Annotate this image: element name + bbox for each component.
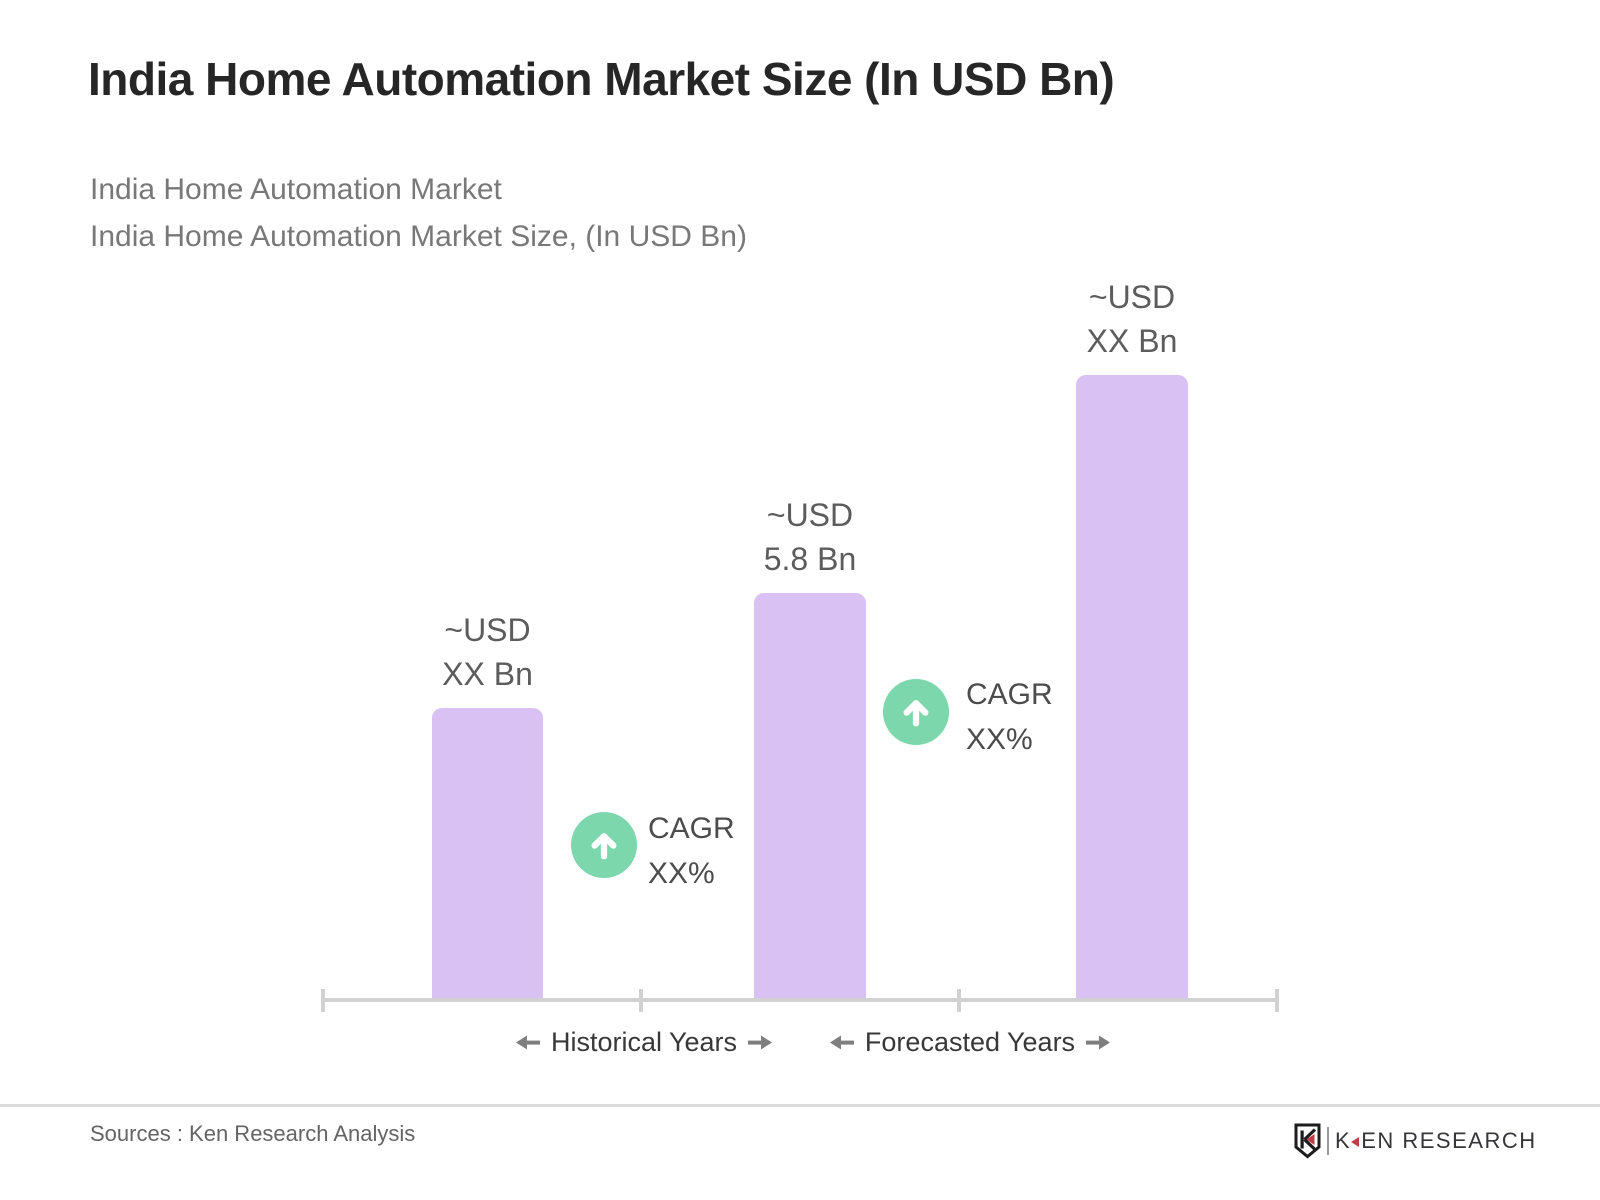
cagr-label: CAGR XX% — [966, 672, 1053, 762]
right-arrow-icon — [748, 1035, 773, 1049]
right-arrow-icon — [1086, 1035, 1111, 1049]
bar-historical-1 — [432, 708, 543, 1000]
cagr-line1: CAGR — [966, 678, 1053, 711]
bar-value-label: ~USD 5.8 Bn — [724, 493, 896, 581]
bar-forecast — [1076, 375, 1188, 1000]
subtitle-line-2: India Home Automation Market Size, (In U… — [90, 220, 747, 253]
left-arrow-icon — [829, 1035, 854, 1049]
up-arrow-icon — [903, 700, 929, 727]
chart-subtitle: India Home Automation Market India Home … — [90, 166, 747, 260]
cagr-line2: XX% — [966, 723, 1033, 756]
source-note: Sources : Ken Research Analysis — [90, 1121, 416, 1146]
cagr-line2: XX% — [648, 857, 715, 890]
x-axis-tick — [957, 989, 961, 1012]
bar-value-label: ~USD XX Bn — [1046, 275, 1218, 363]
x-axis-tick — [1275, 989, 1279, 1012]
x-axis-line — [321, 998, 1279, 1002]
page-title: India Home Automation Market Size (In US… — [88, 53, 1115, 105]
bar-historical-2 — [754, 593, 866, 1000]
bar-value-label: ~USD XX Bn — [402, 608, 573, 696]
bar-value-line1: ~USD — [766, 497, 854, 533]
logo-rest: EN RESEARCH — [1361, 1128, 1537, 1153]
up-arrow-icon — [591, 833, 617, 860]
logo-red-triangle-icon — [1351, 1137, 1360, 1147]
ken-research-logo: K EN RESEARCH — [1294, 1120, 1537, 1162]
logo-separator — [1327, 1127, 1329, 1155]
bar-value-line2: XX Bn — [1086, 323, 1178, 359]
logo-wordmark: K EN RESEARCH — [1335, 1128, 1537, 1154]
cagr-badge — [571, 812, 637, 878]
cagr-line1: CAGR — [648, 812, 735, 845]
cagr-badge — [883, 679, 949, 745]
ken-shield-icon — [1294, 1123, 1321, 1159]
subtitle-line-1: India Home Automation Market — [90, 173, 502, 206]
x-axis-tick — [321, 989, 325, 1012]
axis-group-label: Forecasted Years — [864, 1026, 1076, 1057]
bar-value-line2: XX Bn — [442, 656, 533, 692]
bar-value-line1: ~USD — [444, 612, 531, 648]
cagr-label: CAGR XX% — [648, 806, 735, 896]
left-arrow-icon — [515, 1035, 540, 1049]
axis-group-forecasted: Forecasted Years — [800, 1022, 1140, 1062]
x-axis-tick — [639, 989, 643, 1012]
logo-letter-k: K — [1335, 1128, 1352, 1153]
bar-value-line1: ~USD — [1088, 279, 1176, 315]
axis-group-historical: Historical Years — [479, 1022, 809, 1062]
footer-divider — [0, 1104, 1600, 1107]
axis-group-label: Historical Years — [550, 1026, 738, 1057]
bar-value-line2: 5.8 Bn — [763, 541, 857, 577]
